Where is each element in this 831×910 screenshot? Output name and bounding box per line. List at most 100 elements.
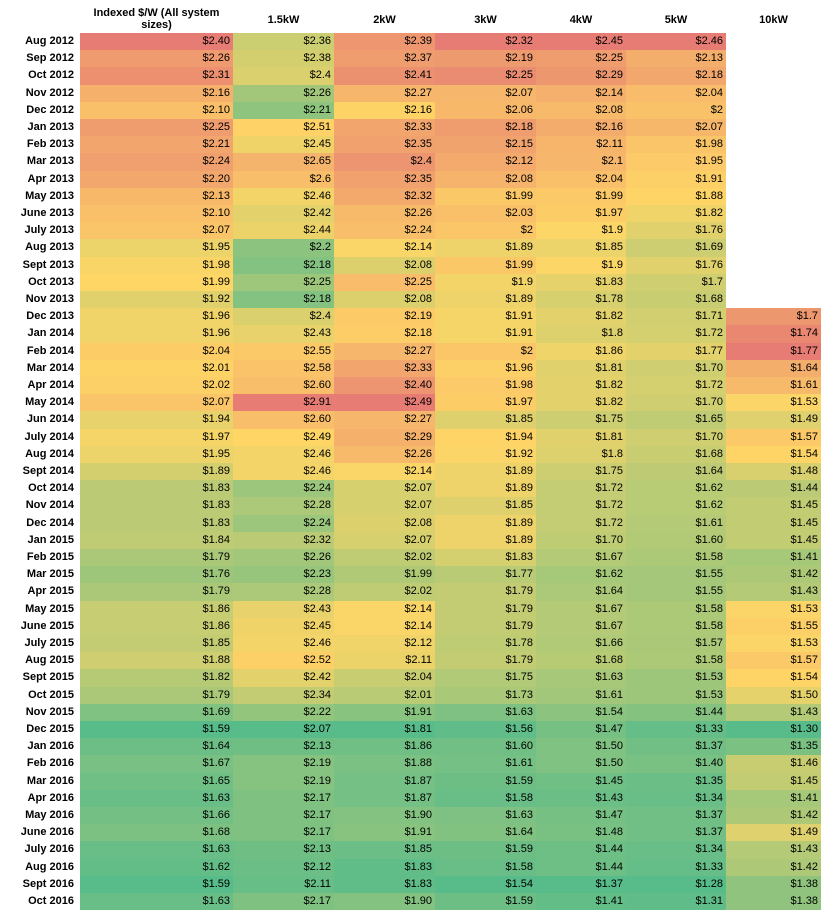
row-label: May 2016 (25, 809, 74, 821)
heatmap-cell: $1.75 (435, 669, 536, 687)
heatmap-cell: $2.35 (334, 136, 435, 154)
row-label: Apr 2014 (27, 379, 74, 391)
heatmap-cell: $1.70 (536, 531, 626, 549)
heatmap-cell: $1.7 (726, 308, 821, 326)
heatmap-cell: $1.37 (536, 875, 626, 893)
heatmap-cell: $1.70 (626, 394, 726, 412)
heatmap-cell: $2.29 (334, 428, 435, 446)
heatmap-cell: $2.16 (536, 119, 626, 137)
heatmap-cell: $2.17 (233, 824, 334, 842)
heatmap-cell: $2.1 (536, 153, 626, 171)
heatmap-cell: $2.52 (233, 652, 334, 670)
heatmap-cell: $2.19 (233, 755, 334, 773)
heatmap-cell: $1.81 (334, 721, 435, 739)
heatmap-cell: $2.26 (233, 549, 334, 567)
heatmap-cell: $2.4 (233, 308, 334, 326)
heatmap-cell: $2.14 (536, 84, 626, 102)
heatmap-cell: $1.88 (334, 755, 435, 773)
heatmap-cell: $1.76 (626, 222, 726, 240)
heatmap-cell: $1.89 (80, 463, 233, 481)
row-label: Apr 2016 (27, 791, 74, 804)
heatmap-cell: $1.94 (80, 411, 233, 429)
heatmap-cell: $2.10 (80, 101, 233, 119)
heatmap-cell: $1.66 (80, 807, 233, 825)
heatmap-cell: $2 (435, 222, 536, 240)
heatmap-cell: $1.81 (536, 428, 626, 446)
heatmap-cell: $1.94 (435, 428, 536, 446)
heatmap-cell: $2.07 (334, 497, 435, 515)
heatmap-cell: $1.53 (626, 686, 726, 704)
heatmap-cell: $1.99 (435, 187, 536, 205)
heatmap-cell: $1.48 (536, 824, 626, 842)
row-label: July 2013 (24, 224, 74, 237)
heatmap-cell: $2.18 (233, 291, 334, 309)
heatmap-cell: $2.13 (626, 50, 726, 68)
heatmap-cell: $2.13 (233, 841, 334, 859)
heatmap-cell: $1.55 (726, 617, 821, 635)
heatmap-cell: $1.79 (80, 686, 233, 704)
heatmap-cell: $2.11 (536, 136, 626, 154)
heatmap-cell: $2.65 (233, 153, 334, 171)
row-label: Aug 2013 (25, 241, 74, 254)
row-label: Feb 2016 (26, 757, 74, 770)
heatmap-cell: $1.83 (80, 497, 233, 515)
heatmap-cell: $1.59 (80, 875, 233, 893)
heatmap-cell: $2.46 (233, 187, 334, 205)
heatmap-cell: $1.78 (536, 291, 626, 309)
row-label: Jan 2015 (27, 533, 74, 546)
heatmap-cell: $2.35 (334, 170, 435, 188)
heatmap-cell: $1.98 (80, 256, 233, 274)
heatmap-cell: $1.59 (435, 772, 536, 790)
heatmap-cell: $1.68 (626, 291, 726, 309)
heatmap-cell: $2.04 (80, 342, 233, 360)
heatmap-cell: $1.34 (626, 789, 726, 807)
heatmap-cell: $1.55 (626, 583, 726, 601)
heatmap-cell: $1.53 (726, 394, 821, 412)
heatmap-cell: $1.68 (536, 652, 626, 670)
heatmap-cell: $2.25 (233, 273, 334, 291)
heatmap-cell: $1.62 (626, 497, 726, 515)
heatmap-cell: $2.45 (233, 617, 334, 635)
heatmap-cell: $1.79 (80, 549, 233, 567)
heatmap-cell: $1.43 (726, 583, 821, 601)
row-label: Apr 2015 (27, 585, 74, 598)
heatmap-cell: $1.9 (435, 273, 536, 291)
heatmap-table: Indexed $/W (All system sizes) 1.5kW 2kW 3k… (21, 7, 821, 910)
heatmap-cell: $2.46 (626, 33, 726, 51)
heatmap-cell: $2.03 (435, 205, 536, 223)
heatmap-cell: $2.14 (334, 239, 435, 257)
heatmap-cell: $2.08 (334, 514, 435, 532)
heatmap-cell: $2.43 (233, 325, 334, 343)
heatmap-cell: $2.07 (334, 480, 435, 498)
heatmap-cell: $1.42 (726, 858, 821, 876)
heatmap-cell: $1.58 (626, 600, 726, 618)
heatmap-cell: $1.54 (536, 703, 626, 721)
heatmap-cell: $1.63 (536, 669, 626, 687)
column-header: 1.5kW (267, 14, 300, 26)
heatmap-cell: $1.85 (80, 635, 233, 653)
heatmap-cell: $2.13 (233, 738, 334, 756)
heatmap-cell: $1.91 (334, 703, 435, 721)
heatmap-cell: $1.7 (626, 273, 726, 291)
heatmap-cell: $2.4 (334, 153, 435, 171)
heatmap-cell: $1.34 (626, 841, 726, 859)
heatmap-cell: $1.64 (80, 738, 233, 756)
heatmap-cell: $1.69 (80, 703, 233, 721)
heatmap-cell: $1.85 (334, 841, 435, 859)
heatmap-cell: $1.68 (626, 445, 726, 463)
heatmap-cell: $1.66 (536, 635, 626, 653)
heatmap-cell: $1.79 (435, 583, 536, 601)
row-label: Oct 2014 (28, 482, 74, 495)
heatmap-cell: $2.12 (233, 858, 334, 876)
heatmap-cell: $1.77 (435, 566, 536, 584)
heatmap-cell: $1.31 (626, 893, 726, 910)
heatmap-cell: $2.27 (334, 411, 435, 429)
heatmap-cell: $2.07 (233, 721, 334, 739)
heatmap-cell: $2 (626, 101, 726, 119)
heatmap-cell: $2.31 (80, 67, 233, 85)
heatmap-cell: $2.14 (334, 600, 435, 618)
heatmap-cell: $1.43 (726, 841, 821, 859)
heatmap-cell: $2.19 (233, 772, 334, 790)
heatmap-cell: $1.82 (80, 669, 233, 687)
row-label: Mar 2014 (26, 361, 74, 374)
